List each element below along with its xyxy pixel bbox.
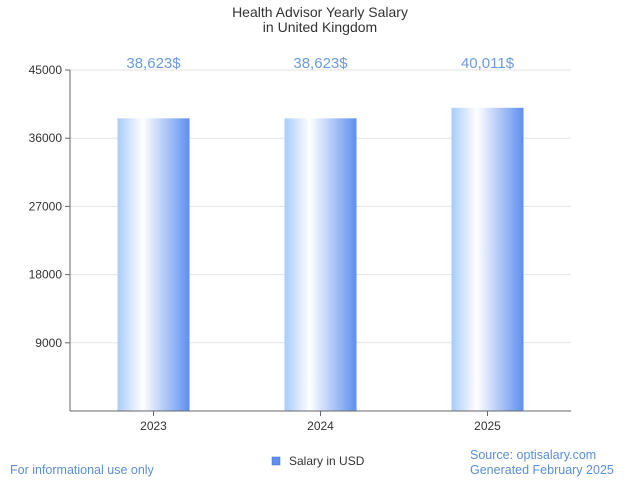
y-tick-label: 9000 (35, 336, 62, 350)
data-label-2025: 40,011$ (461, 55, 515, 72)
bar-2023 (117, 118, 190, 411)
bars (117, 107, 524, 411)
bar-2025 (451, 107, 524, 411)
bar-2024 (284, 118, 357, 411)
legend: Salary in USD (271, 454, 365, 468)
x-tick-label: 2025 (474, 419, 501, 433)
generated-text: Generated February 2025 (470, 463, 614, 477)
source-text: Source: optisalary.com (470, 448, 597, 462)
data-label-2023: 38,623$ (126, 55, 181, 72)
y-tick-label: 18000 (29, 268, 63, 282)
disclaimer-text: For informational use only (10, 463, 154, 477)
chart-title-line-1: Health Advisor Yearly Salary (232, 4, 408, 20)
legend-label: Salary in USD (289, 454, 365, 468)
y-tick-label: 36000 (29, 131, 63, 145)
axes: 9000 18000 27000 36000 45000 2023 2024 2025 (29, 63, 571, 433)
x-tick-label: 2023 (140, 419, 167, 433)
chart-title-line-2: in United Kingdom (263, 19, 377, 35)
data-label-2024: 38,623$ (293, 55, 348, 72)
data-labels: 38,623$ 38,623$ 40,011$ (126, 55, 514, 72)
x-tick-label: 2024 (307, 419, 334, 433)
y-tick-label: 27000 (29, 199, 63, 213)
legend-swatch (271, 456, 281, 466)
y-tick-label: 45000 (29, 63, 63, 77)
